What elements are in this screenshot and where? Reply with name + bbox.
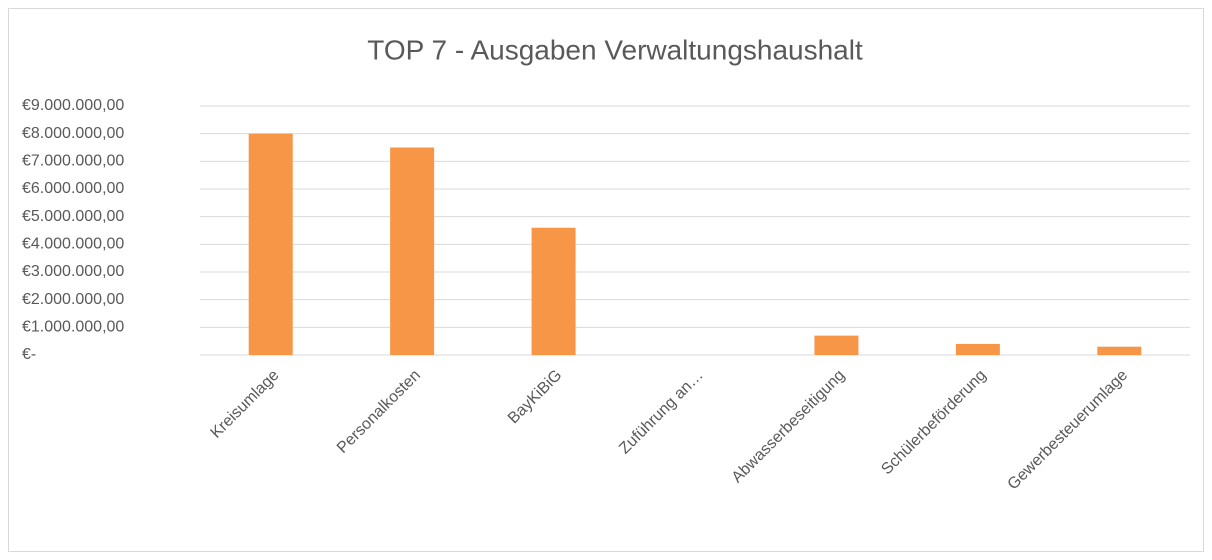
y-tick-label: €4.000.000,00 — [22, 236, 124, 253]
chart-border — [8, 8, 1204, 552]
y-tick-label: €8.000.000,00 — [22, 125, 124, 142]
bar — [531, 227, 576, 355]
y-tick-label: €- — [22, 346, 36, 363]
chart-title: TOP 7 - Ausgaben Verwaltungshaushalt — [367, 34, 863, 65]
y-tick-label: €9.000.000,00 — [22, 97, 124, 114]
bar — [248, 133, 293, 355]
y-tick-label: €3.000.000,00 — [22, 263, 124, 280]
y-tick-label: €6.000.000,00 — [22, 180, 124, 197]
y-tick-label: €1.000.000,00 — [22, 319, 124, 336]
bar — [390, 147, 435, 355]
y-tick-label: €2.000.000,00 — [22, 291, 124, 308]
y-tick-label: €5.000.000,00 — [22, 208, 124, 225]
bar — [955, 343, 1000, 355]
bar — [814, 335, 859, 355]
bar — [1097, 346, 1142, 355]
y-tick-label: €7.000.000,00 — [22, 153, 124, 170]
